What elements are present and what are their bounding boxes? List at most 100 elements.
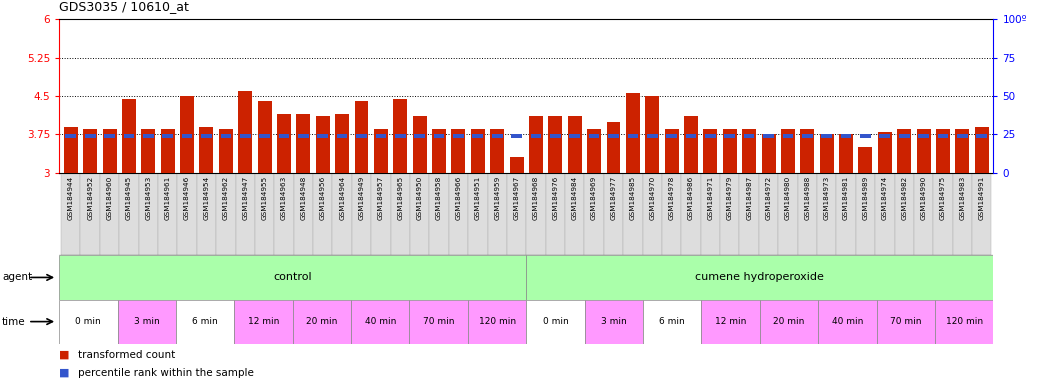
Bar <box>434 134 444 138</box>
Bar <box>260 134 270 138</box>
Bar <box>720 173 739 255</box>
Bar <box>681 173 701 255</box>
Text: GSM184990: GSM184990 <box>921 175 927 220</box>
Bar <box>139 173 158 255</box>
Bar <box>526 255 993 300</box>
Bar <box>800 129 814 173</box>
Text: GSM184987: GSM184987 <box>746 175 753 220</box>
Text: GSM184966: GSM184966 <box>456 175 462 220</box>
Bar <box>644 300 702 344</box>
Bar <box>722 129 737 173</box>
Bar <box>666 134 677 138</box>
Text: GSM184967: GSM184967 <box>514 175 520 220</box>
Bar <box>316 116 330 173</box>
Text: GSM184970: GSM184970 <box>649 175 655 220</box>
Bar <box>818 300 876 344</box>
Bar <box>390 173 410 255</box>
Bar <box>124 134 134 138</box>
Bar <box>778 173 797 255</box>
Bar <box>488 173 507 255</box>
Bar <box>606 122 621 173</box>
Bar <box>550 134 561 138</box>
Text: GSM184947: GSM184947 <box>242 175 248 220</box>
Text: GSM184983: GSM184983 <box>959 175 965 220</box>
Bar <box>876 300 935 344</box>
Bar <box>216 173 236 255</box>
Text: GSM184961: GSM184961 <box>165 175 170 220</box>
Text: GSM184975: GSM184975 <box>940 175 946 220</box>
Bar <box>817 173 837 255</box>
Bar <box>839 134 853 173</box>
Bar <box>104 134 115 138</box>
Text: GSM184951: GSM184951 <box>474 175 481 220</box>
Bar <box>468 173 488 255</box>
Bar <box>430 173 448 255</box>
Bar <box>802 134 813 138</box>
Bar <box>410 173 430 255</box>
Bar <box>643 173 662 255</box>
Text: 20 min: 20 min <box>773 317 804 326</box>
Bar <box>977 134 987 138</box>
Bar <box>176 300 235 344</box>
Bar <box>85 134 95 138</box>
Text: ■: ■ <box>59 350 70 360</box>
Text: GSM184981: GSM184981 <box>843 175 849 220</box>
Text: 6 min: 6 min <box>192 317 218 326</box>
Bar <box>240 134 250 138</box>
Bar <box>161 129 174 173</box>
Bar <box>512 134 522 138</box>
Bar <box>293 300 351 344</box>
Text: GSM184985: GSM184985 <box>630 175 636 220</box>
Bar <box>647 134 658 138</box>
Bar <box>759 173 778 255</box>
Bar <box>742 129 756 173</box>
Bar <box>821 134 832 138</box>
Text: GSM184984: GSM184984 <box>572 175 578 220</box>
Text: GSM184962: GSM184962 <box>223 175 228 220</box>
Text: GSM184986: GSM184986 <box>688 175 694 220</box>
Text: control: control <box>273 272 312 283</box>
Text: GSM184946: GSM184946 <box>184 175 190 220</box>
Bar <box>584 173 604 255</box>
Text: 0 min: 0 min <box>543 317 569 326</box>
Text: ■: ■ <box>59 368 70 378</box>
Bar <box>937 134 949 138</box>
Text: GSM184956: GSM184956 <box>320 175 326 220</box>
Bar <box>393 99 407 173</box>
Bar <box>919 134 929 138</box>
Bar <box>507 173 526 255</box>
Text: 120 min: 120 min <box>946 317 983 326</box>
Bar <box>297 114 310 173</box>
Bar <box>298 134 308 138</box>
Text: GSM184977: GSM184977 <box>610 175 617 220</box>
Text: GSM184974: GSM184974 <box>882 175 887 220</box>
Bar <box>336 134 348 138</box>
Bar <box>274 173 294 255</box>
Bar <box>219 129 233 173</box>
Bar <box>103 129 116 173</box>
Bar <box>628 134 638 138</box>
Bar <box>490 129 504 173</box>
Bar <box>119 173 139 255</box>
Text: transformed count: transformed count <box>78 350 175 360</box>
Bar <box>662 173 681 255</box>
Bar <box>623 173 643 255</box>
Bar <box>933 173 953 255</box>
Bar <box>372 173 390 255</box>
Bar <box>626 93 639 173</box>
Bar <box>199 127 214 173</box>
Bar <box>604 173 623 255</box>
Bar <box>841 134 851 138</box>
Bar <box>704 129 717 173</box>
Bar <box>797 173 817 255</box>
Bar <box>81 173 100 255</box>
Bar <box>858 147 872 173</box>
Bar <box>725 134 735 138</box>
Bar <box>376 134 386 138</box>
Bar <box>181 96 194 173</box>
Bar <box>59 300 117 344</box>
Text: GSM184978: GSM184978 <box>668 175 675 220</box>
Bar <box>335 114 349 173</box>
Bar <box>239 91 252 173</box>
Bar <box>236 173 255 255</box>
